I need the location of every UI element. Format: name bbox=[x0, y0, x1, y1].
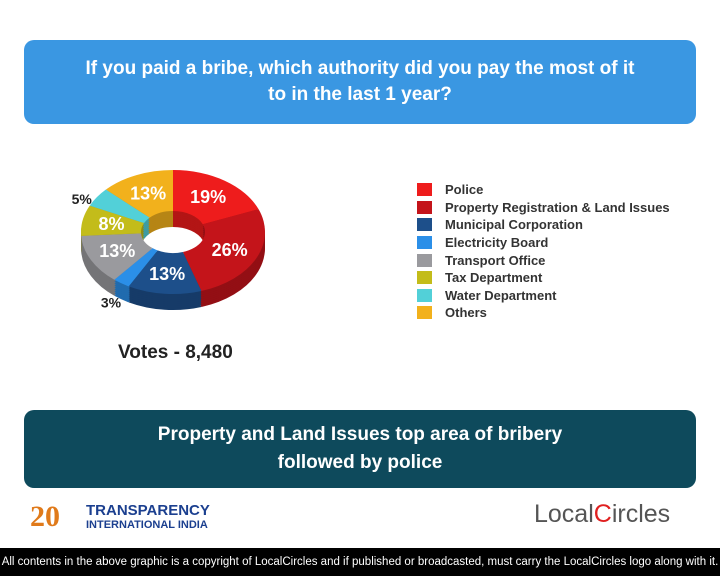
slice-transport-office bbox=[81, 233, 153, 280]
legend-swatch bbox=[417, 306, 432, 320]
legend-swatch bbox=[417, 218, 432, 232]
slice-property-registration-land-issues bbox=[182, 209, 265, 291]
legend-swatch bbox=[417, 200, 432, 214]
legend-label: Tax Department bbox=[445, 270, 543, 286]
data-label: 19% bbox=[190, 187, 226, 207]
slice-others bbox=[105, 170, 173, 218]
legend-item: Tax Department bbox=[417, 269, 670, 287]
localcircles-logo: LocalCircles bbox=[534, 500, 670, 529]
legend-swatch bbox=[417, 183, 432, 197]
legend-label: Others bbox=[445, 305, 487, 321]
legend-item: Police bbox=[417, 181, 670, 199]
ti-20-years-emblem: 20 bbox=[30, 500, 60, 533]
slice-police bbox=[173, 170, 259, 225]
donut-chart: 19%26%13%3%13%8%5% 13% bbox=[72, 170, 265, 311]
copyright-footer: All contents in the above graphic is a c… bbox=[0, 548, 720, 576]
legend-item: Property Registration & Land Issues bbox=[417, 199, 670, 217]
legend-item: Municipal Corporation bbox=[417, 216, 670, 234]
slice-electricity-board bbox=[114, 248, 158, 287]
conclusion-banner: Property and Land Issues top area of bri… bbox=[24, 410, 696, 488]
legend-swatch bbox=[417, 288, 432, 302]
transparency-international-logo: 20 TRANSPARENCY INTERNATIONAL INDIA bbox=[30, 500, 210, 534]
legend-label: Water Department bbox=[445, 287, 557, 303]
legend-swatch bbox=[417, 271, 432, 285]
legend-swatch bbox=[417, 253, 432, 267]
data-label: 8% bbox=[99, 214, 125, 234]
legend-item: Water Department bbox=[417, 287, 670, 305]
data-label: 13% bbox=[130, 183, 166, 203]
lc-ircles: ircles bbox=[611, 500, 671, 528]
legend-label: Municipal Corporation bbox=[445, 217, 583, 233]
legend-label: Property Registration & Land Issues bbox=[445, 199, 670, 215]
slice-water-department bbox=[89, 189, 150, 224]
data-label: 3% bbox=[101, 295, 122, 311]
lc-pin-c: C bbox=[593, 500, 612, 528]
conclusion-text: Property and Land Issues top area of bri… bbox=[157, 424, 563, 473]
legend-item: Others bbox=[417, 304, 670, 322]
legend-item: Electricity Board bbox=[417, 234, 670, 252]
legend-item: Transport Office bbox=[417, 251, 670, 269]
legend-label: Transport Office bbox=[445, 252, 546, 268]
ti-name-line2: INTERNATIONAL INDIA bbox=[86, 519, 208, 531]
votes-count: Votes - 8,480 bbox=[118, 342, 233, 363]
data-label: 26% bbox=[212, 240, 248, 260]
ti-name-line1: TRANSPARENCY bbox=[86, 502, 210, 519]
slice-municipal-corporation bbox=[128, 250, 202, 294]
legend-swatch bbox=[417, 236, 432, 250]
slice-tax-department bbox=[81, 205, 145, 236]
data-label: 5% bbox=[72, 191, 93, 207]
legend-label: Police bbox=[445, 182, 484, 198]
data-label: 13% bbox=[149, 264, 185, 284]
question-banner: If you paid a bribe, which authority did… bbox=[24, 40, 696, 124]
question-text: If you paid a bribe, which authority did… bbox=[85, 58, 635, 105]
legend: Police Property Registration & Land Issue… bbox=[417, 181, 670, 322]
lc-local: Local bbox=[534, 500, 594, 528]
data-label: 13% bbox=[99, 241, 135, 261]
legend-label: Electricity Board bbox=[445, 235, 549, 251]
